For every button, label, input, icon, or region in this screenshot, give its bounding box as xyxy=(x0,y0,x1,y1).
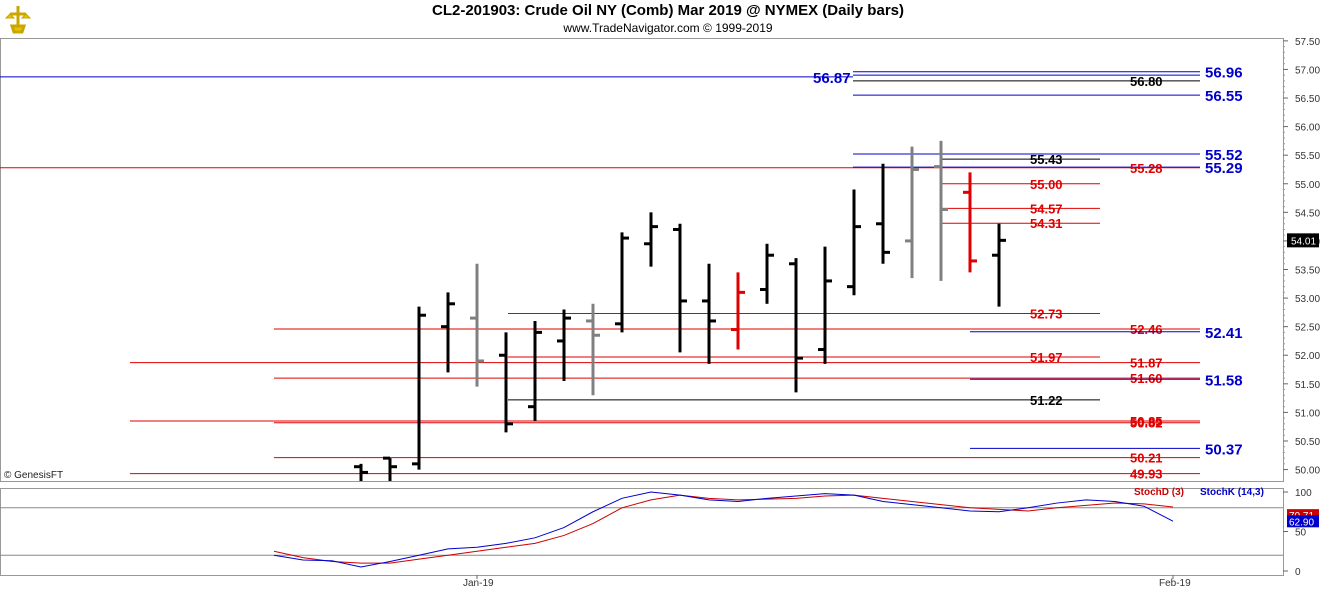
level-label: 51.60 xyxy=(1130,371,1163,386)
y-tick-label: 51.50 xyxy=(1295,380,1320,391)
y-tick-label: 56.50 xyxy=(1295,94,1320,105)
level-label: 52.41 xyxy=(1205,325,1243,342)
last-price-label: 54.01 xyxy=(1291,236,1316,247)
level-label: 54.57 xyxy=(1030,201,1063,216)
y-tick-label: 52.50 xyxy=(1295,323,1320,334)
level-label: 56.80 xyxy=(1130,74,1163,89)
price-bar xyxy=(557,309,571,381)
y-tick-label: 55.50 xyxy=(1295,151,1320,162)
x-tick-label: Feb-19 xyxy=(1159,578,1191,589)
level-label: 54.31 xyxy=(1030,216,1063,231)
chart-subtitle: www.TradeNavigator.com © 1999-2019 xyxy=(563,21,773,35)
y-tick-label: 53.50 xyxy=(1295,266,1320,277)
level-label: 50.37 xyxy=(1205,441,1243,458)
stochk-value: 62.90 xyxy=(1289,517,1314,528)
level-label: 50.21 xyxy=(1130,451,1163,466)
osc-y-tick-label: 0 xyxy=(1295,567,1301,578)
level-label: 55.52 xyxy=(1205,147,1243,164)
price-bar xyxy=(615,232,629,333)
level-label: 51.58 xyxy=(1205,372,1243,389)
y-tick-label: 51.00 xyxy=(1295,408,1320,419)
price-bar xyxy=(876,163,890,264)
level-label: 51.97 xyxy=(1030,350,1063,365)
last-price-box xyxy=(1287,233,1319,248)
oscillator-panel-frame xyxy=(0,488,1284,576)
level-label: 50.85 xyxy=(1130,414,1163,429)
legend-stochd: StochD (3) xyxy=(1134,487,1184,498)
level-label: 55.00 xyxy=(1030,177,1063,192)
price-bar xyxy=(383,456,397,481)
price-bar xyxy=(499,332,513,433)
price-bar xyxy=(847,189,861,296)
price-panel-frame xyxy=(0,38,1284,482)
price-bar xyxy=(470,263,484,387)
price-bar xyxy=(789,258,803,393)
genesis-watermark: © GenesisFT xyxy=(4,470,63,481)
price-bar xyxy=(412,306,426,470)
legend-stochk: StochK (14,3) xyxy=(1200,487,1264,498)
price-bar xyxy=(760,243,774,304)
y-tick-label: 55.00 xyxy=(1295,180,1320,191)
price-bar xyxy=(992,223,1006,307)
level-label: 55.43 xyxy=(1030,152,1063,167)
trade-navigator-logo xyxy=(4,4,32,39)
y-tick-label: 53.00 xyxy=(1295,294,1320,305)
price-bar xyxy=(586,303,600,396)
x-tick-label: Jan-19 xyxy=(463,578,494,589)
y-tick-label: 50.00 xyxy=(1295,466,1320,477)
price-bar xyxy=(905,146,919,279)
stoch-line xyxy=(273,491,1174,568)
price-bar xyxy=(354,463,368,481)
level-label: 52.46 xyxy=(1130,322,1163,337)
y-tick-label: 54.50 xyxy=(1295,208,1320,219)
y-tick-label: 56.00 xyxy=(1295,123,1320,134)
y-tick-label: 57.50 xyxy=(1295,37,1320,48)
price-bar xyxy=(702,263,716,364)
level-label: 56.87 xyxy=(813,70,851,87)
chart-title: CL2-201903: Crude Oil NY (Comb) Mar 2019… xyxy=(432,2,904,19)
osc-y-tick-label: 50 xyxy=(1295,528,1307,539)
y-tick-label: 57.00 xyxy=(1295,65,1320,76)
price-bar xyxy=(441,292,455,373)
level-label: 55.28 xyxy=(1130,161,1163,176)
y-tick-label: 50.50 xyxy=(1295,437,1320,448)
level-label: 52.73 xyxy=(1030,307,1063,322)
price-bar xyxy=(673,223,687,353)
level-label: 56.96 xyxy=(1205,65,1243,82)
level-label: 51.87 xyxy=(1130,356,1163,371)
level-label: 51.22 xyxy=(1030,393,1063,408)
level-label: 49.93 xyxy=(1130,467,1163,482)
price-bar xyxy=(818,246,832,364)
price-bar xyxy=(731,272,745,350)
price-bar xyxy=(934,140,948,281)
level-label: 56.55 xyxy=(1205,88,1243,105)
level-label: 55.29 xyxy=(1205,160,1243,177)
level-label: 50.82 xyxy=(1130,416,1163,431)
price-bar xyxy=(528,320,542,421)
osc-y-tick-label: 100 xyxy=(1295,488,1312,499)
stoch-line xyxy=(273,494,1174,564)
y-tick-label: 52.00 xyxy=(1295,351,1320,362)
price-bar xyxy=(963,172,977,273)
price-bar xyxy=(644,212,658,267)
stochk-value-box xyxy=(1287,515,1319,528)
